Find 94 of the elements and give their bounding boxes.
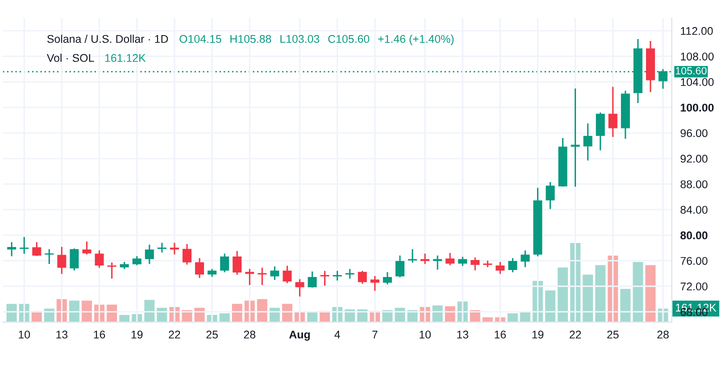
candlestick xyxy=(408,249,417,263)
x-tick-label: 7 xyxy=(372,330,378,338)
x-tick-label: 16 xyxy=(94,330,106,339)
bar xyxy=(257,299,268,322)
y-tick-label: 112.00 xyxy=(680,27,713,35)
bar xyxy=(582,274,593,322)
annotation: C105.60 xyxy=(328,35,370,43)
annotation: +1.46 (+1.40%) xyxy=(378,34,454,46)
candlestick xyxy=(282,266,292,284)
x-tick-label: 10 xyxy=(18,330,30,339)
bar xyxy=(595,265,606,322)
candlestick xyxy=(583,123,592,160)
bar xyxy=(620,288,631,322)
candlestick xyxy=(82,241,92,254)
candlestick xyxy=(182,244,192,265)
y-tick-label: 108.00 xyxy=(680,52,714,60)
annotation: H105.88 xyxy=(230,35,272,43)
bar xyxy=(508,313,518,322)
y-tick-label: 84.00 xyxy=(680,206,708,214)
candlestick xyxy=(596,112,605,150)
bar xyxy=(558,268,568,322)
candlestick xyxy=(308,272,317,288)
candlestick xyxy=(546,182,555,210)
candlestick xyxy=(170,242,179,254)
x-tick-label: 28 xyxy=(244,330,256,339)
ref-line-label: 105.60 xyxy=(676,67,707,74)
bar xyxy=(645,265,656,322)
x-tick-label: 10 xyxy=(420,330,431,339)
candlestick xyxy=(345,268,354,279)
y-tick-label: 100.00 xyxy=(680,104,714,112)
bar xyxy=(307,312,318,322)
x-tick-label: 16 xyxy=(494,330,506,339)
y-tick-label: 88.00 xyxy=(680,180,708,188)
y-tick-label: 96.00 xyxy=(680,129,708,138)
x-tick-label: Aug xyxy=(289,330,310,341)
x-tick-label: 28 xyxy=(657,330,669,339)
x-tick-label: 13 xyxy=(56,330,68,339)
y-tick-label: 72.00 xyxy=(680,282,708,290)
x-tick-label: 4 xyxy=(334,330,340,338)
candlestick xyxy=(20,237,29,254)
candlestick xyxy=(57,246,66,274)
bar xyxy=(6,304,17,322)
candlestick xyxy=(332,270,342,281)
bar xyxy=(632,262,644,322)
candlestick xyxy=(470,257,480,270)
annotation: O104.15 xyxy=(180,35,222,43)
candlestick xyxy=(32,242,42,256)
y-tick-label: 80.00 xyxy=(680,231,708,240)
bar xyxy=(106,304,117,322)
bar xyxy=(282,304,292,322)
candlestick xyxy=(232,251,242,275)
candlestick xyxy=(358,270,367,284)
candlestick xyxy=(395,256,404,278)
candlestick xyxy=(107,262,116,279)
y-tick-label: 104.00 xyxy=(680,78,714,86)
candlestick xyxy=(370,276,380,291)
bar xyxy=(82,300,92,322)
candlestick xyxy=(433,256,442,270)
y-tick-label: 92.00 xyxy=(680,154,708,163)
candlestick xyxy=(483,260,492,268)
bar xyxy=(69,300,80,322)
x-tick-label: 22 xyxy=(570,330,581,338)
candlestick xyxy=(496,262,505,274)
x-tick-label: 13 xyxy=(457,330,468,339)
candlestick xyxy=(382,272,392,284)
bar xyxy=(520,312,530,322)
candlestick xyxy=(245,268,254,286)
x-tick-label: 19 xyxy=(132,330,143,339)
annotation: L103.03 xyxy=(280,35,320,43)
x-tick-label: 19 xyxy=(532,330,544,339)
candlestick xyxy=(94,250,104,268)
candlestick xyxy=(220,254,230,272)
candlestick xyxy=(195,258,204,278)
candlestick xyxy=(446,252,455,266)
candlestick xyxy=(7,242,16,256)
text: Solana / U.S. Dollar · 1D xyxy=(47,34,168,43)
x-tick-label: 22 xyxy=(168,330,180,338)
y-tick-label: 76.00 xyxy=(680,256,708,265)
bar xyxy=(219,313,230,322)
x-tick-label: 25 xyxy=(607,330,619,339)
candlestick xyxy=(295,279,304,297)
candlestick xyxy=(270,266,280,280)
candlestick xyxy=(70,248,79,270)
candlestick xyxy=(144,244,154,264)
candlestick xyxy=(520,250,530,268)
candlestick xyxy=(608,86,618,137)
x-tick-label: 25 xyxy=(206,330,218,339)
candlestick xyxy=(320,270,330,286)
candlestick xyxy=(258,268,267,286)
chart-title: Vol · SOL xyxy=(46,54,94,62)
bar xyxy=(119,314,130,322)
bar xyxy=(545,290,556,322)
candlestick xyxy=(508,258,518,272)
annotation: 161.12K xyxy=(105,54,146,62)
